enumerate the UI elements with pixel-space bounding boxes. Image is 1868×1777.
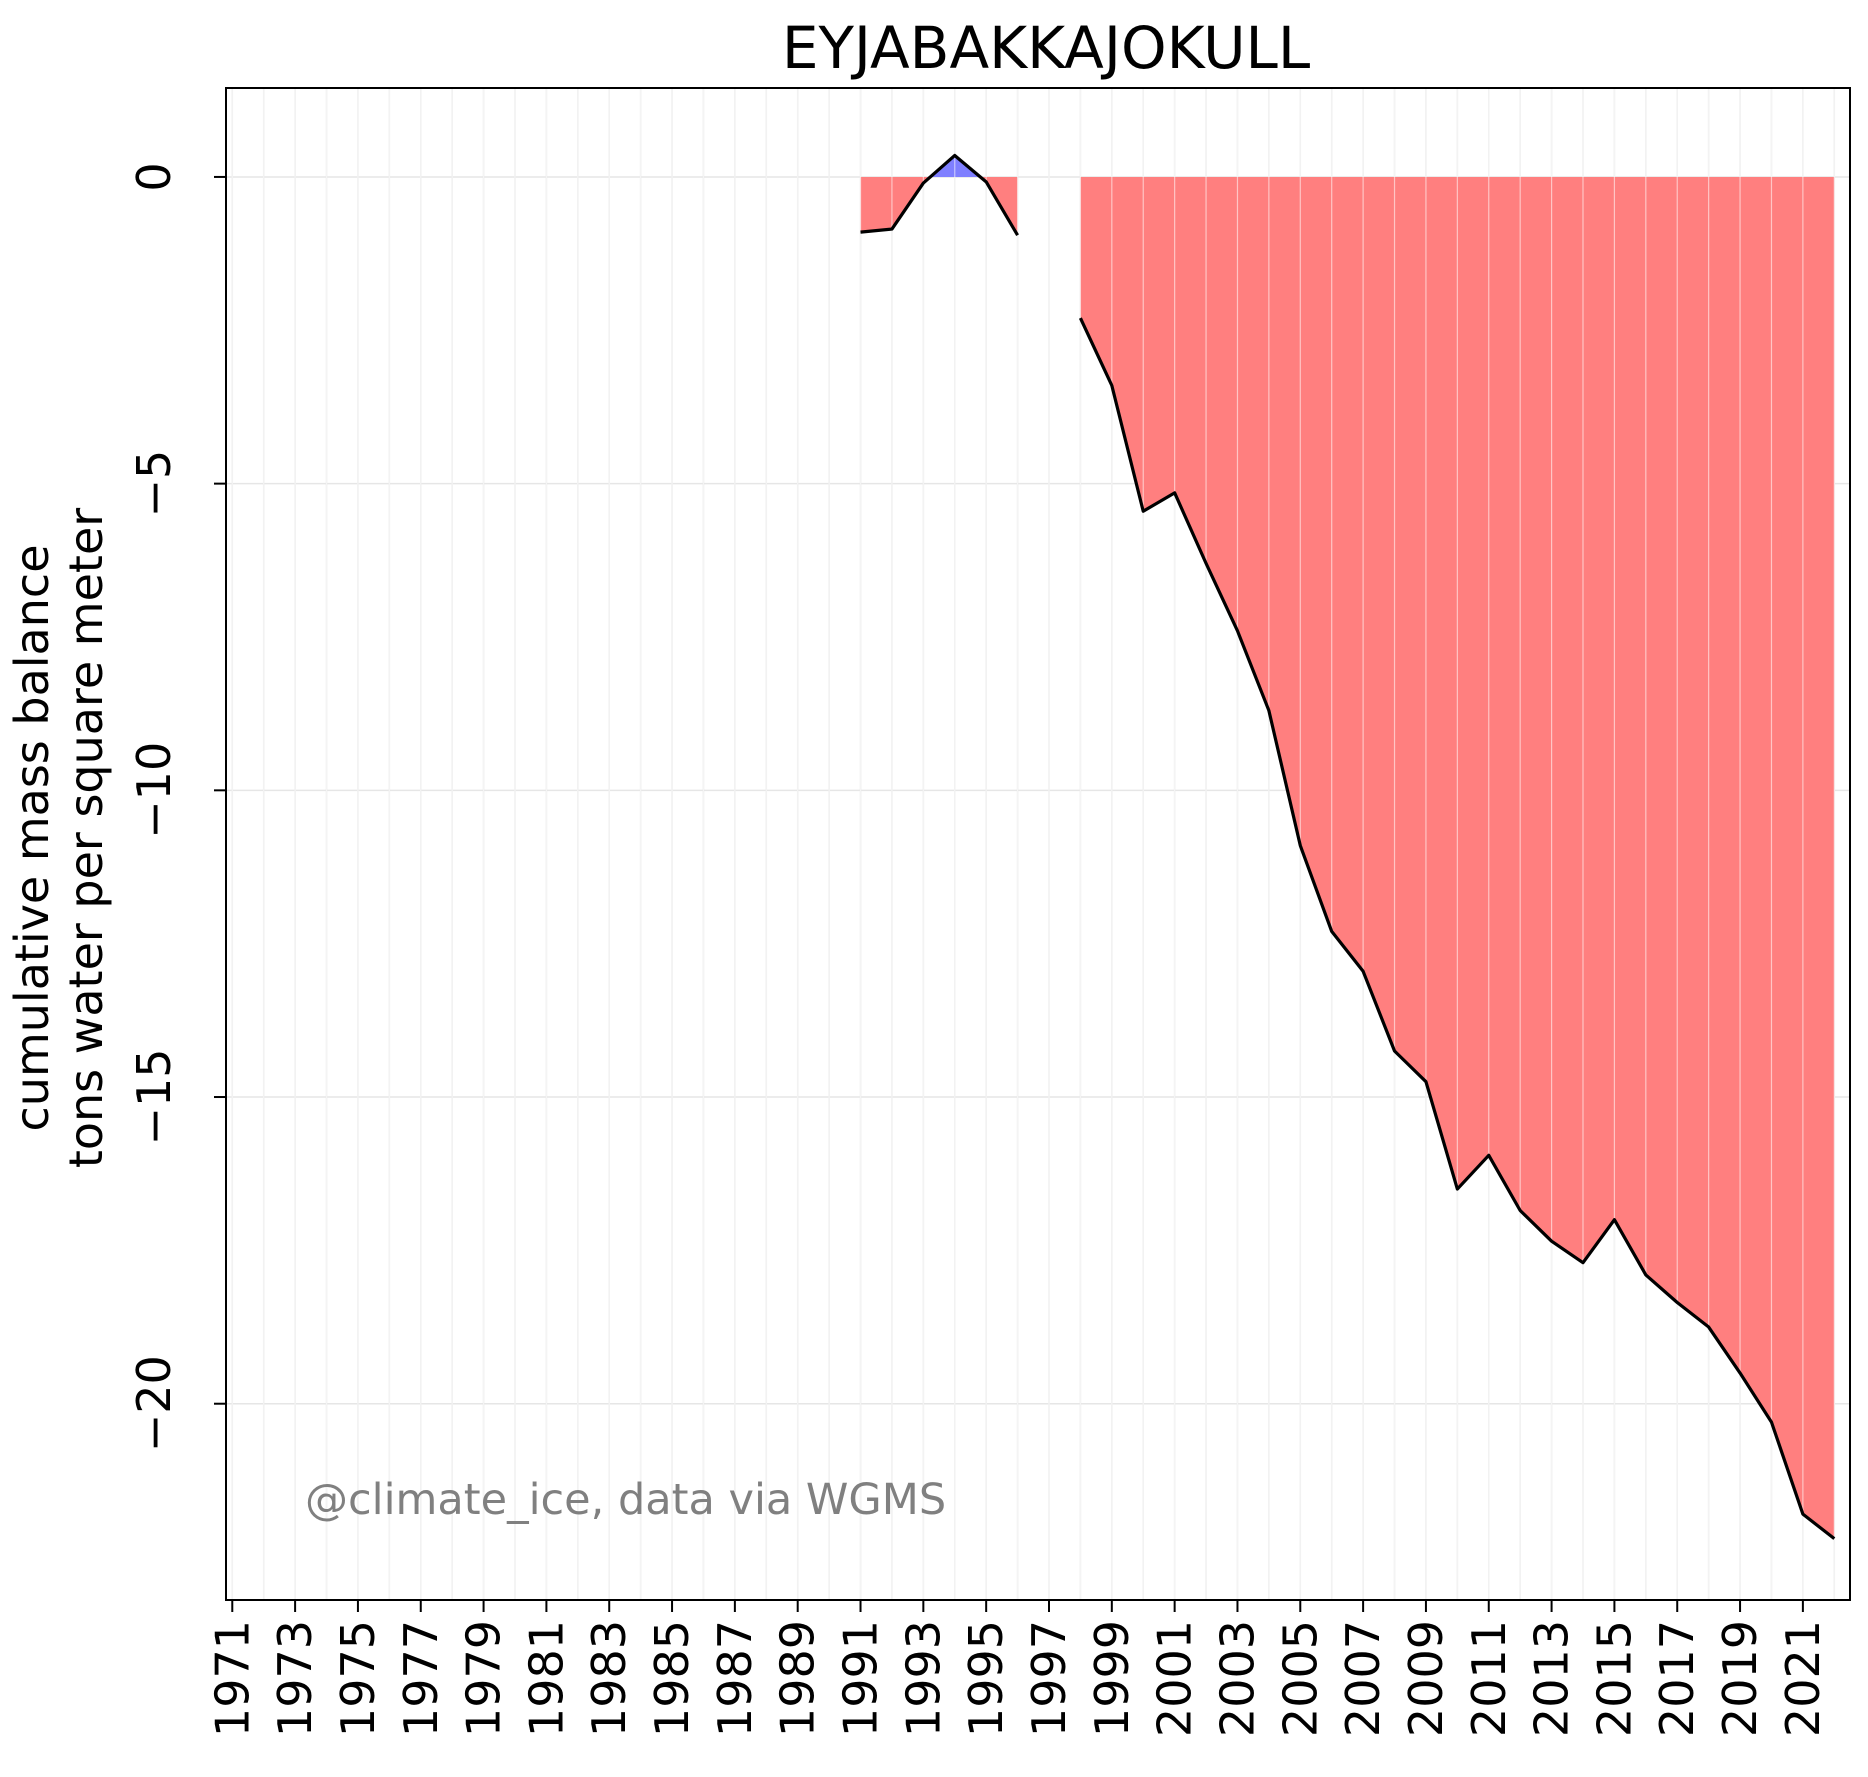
- x-tick-label: 2005: [1273, 1620, 1327, 1737]
- y-tick-label: −5: [127, 450, 181, 518]
- x-tick-label: 2017: [1650, 1620, 1704, 1737]
- x-tick-label: 2009: [1399, 1620, 1453, 1737]
- x-tick-label: 1973: [268, 1620, 322, 1737]
- credit-annotation: @climate_ice, data via WGMS: [305, 1475, 946, 1525]
- chart-title: EYJABAKKAJOKULL: [782, 14, 1310, 82]
- x-tick-label: 2015: [1587, 1620, 1641, 1737]
- x-tick-label: 1987: [708, 1620, 762, 1737]
- x-tick-label: 1995: [959, 1620, 1013, 1737]
- area-negative: [860, 176, 1018, 236]
- area-positive: [860, 155, 1018, 177]
- x-tick-label: 1991: [834, 1620, 888, 1737]
- x-tick-label: 1979: [457, 1620, 511, 1737]
- plot-frame: [225, 87, 1851, 1601]
- data-points: [860, 155, 1835, 1539]
- y-tick-label: −20: [127, 1355, 181, 1452]
- x-tick-label: 2007: [1336, 1620, 1390, 1737]
- x-tick-label: 1975: [331, 1620, 385, 1737]
- y-axis-label: cumulative mass balance tons water per s…: [5, 508, 113, 1168]
- x-tick-label: 1981: [519, 1620, 573, 1737]
- x-tick-label: 1999: [1085, 1620, 1139, 1737]
- x-tick-label: 2021: [1776, 1620, 1830, 1737]
- x-tick-label: 1971: [205, 1620, 259, 1737]
- x-tick-label: 2019: [1713, 1620, 1767, 1737]
- x-tick-label: 1993: [896, 1620, 950, 1737]
- series-line: [860, 153, 1019, 237]
- y-tick-label: 0: [127, 162, 181, 191]
- x-tick-label: 2011: [1462, 1620, 1516, 1737]
- x-tick-label: 1997: [1022, 1620, 1076, 1737]
- y-tick-label: −15: [127, 1048, 181, 1145]
- x-tick-label: 1985: [645, 1620, 699, 1737]
- x-tick-label: 1989: [771, 1620, 825, 1737]
- fill-areas: [231, 88, 1835, 1600]
- y-tick-label: −10: [127, 742, 181, 839]
- y-ticks: 0 −5 −10 −15 −20: [127, 162, 226, 1452]
- x-tick-label: 1977: [394, 1620, 448, 1737]
- x-tick-label: 2001: [1148, 1620, 1202, 1737]
- x-tick-label: 1983: [582, 1620, 636, 1737]
- x-tick-label: 2013: [1525, 1620, 1579, 1737]
- x-ticks: 1971 1973 1975 1977 1979 1981 1983 1985 1987 1989…: [205, 1600, 1830, 1737]
- y-axis-label-line-2: tons water per square meter: [59, 508, 113, 1168]
- x-tick-label: 2003: [1210, 1620, 1264, 1737]
- y-axis-label-line-1: cumulative mass balance: [5, 545, 59, 1132]
